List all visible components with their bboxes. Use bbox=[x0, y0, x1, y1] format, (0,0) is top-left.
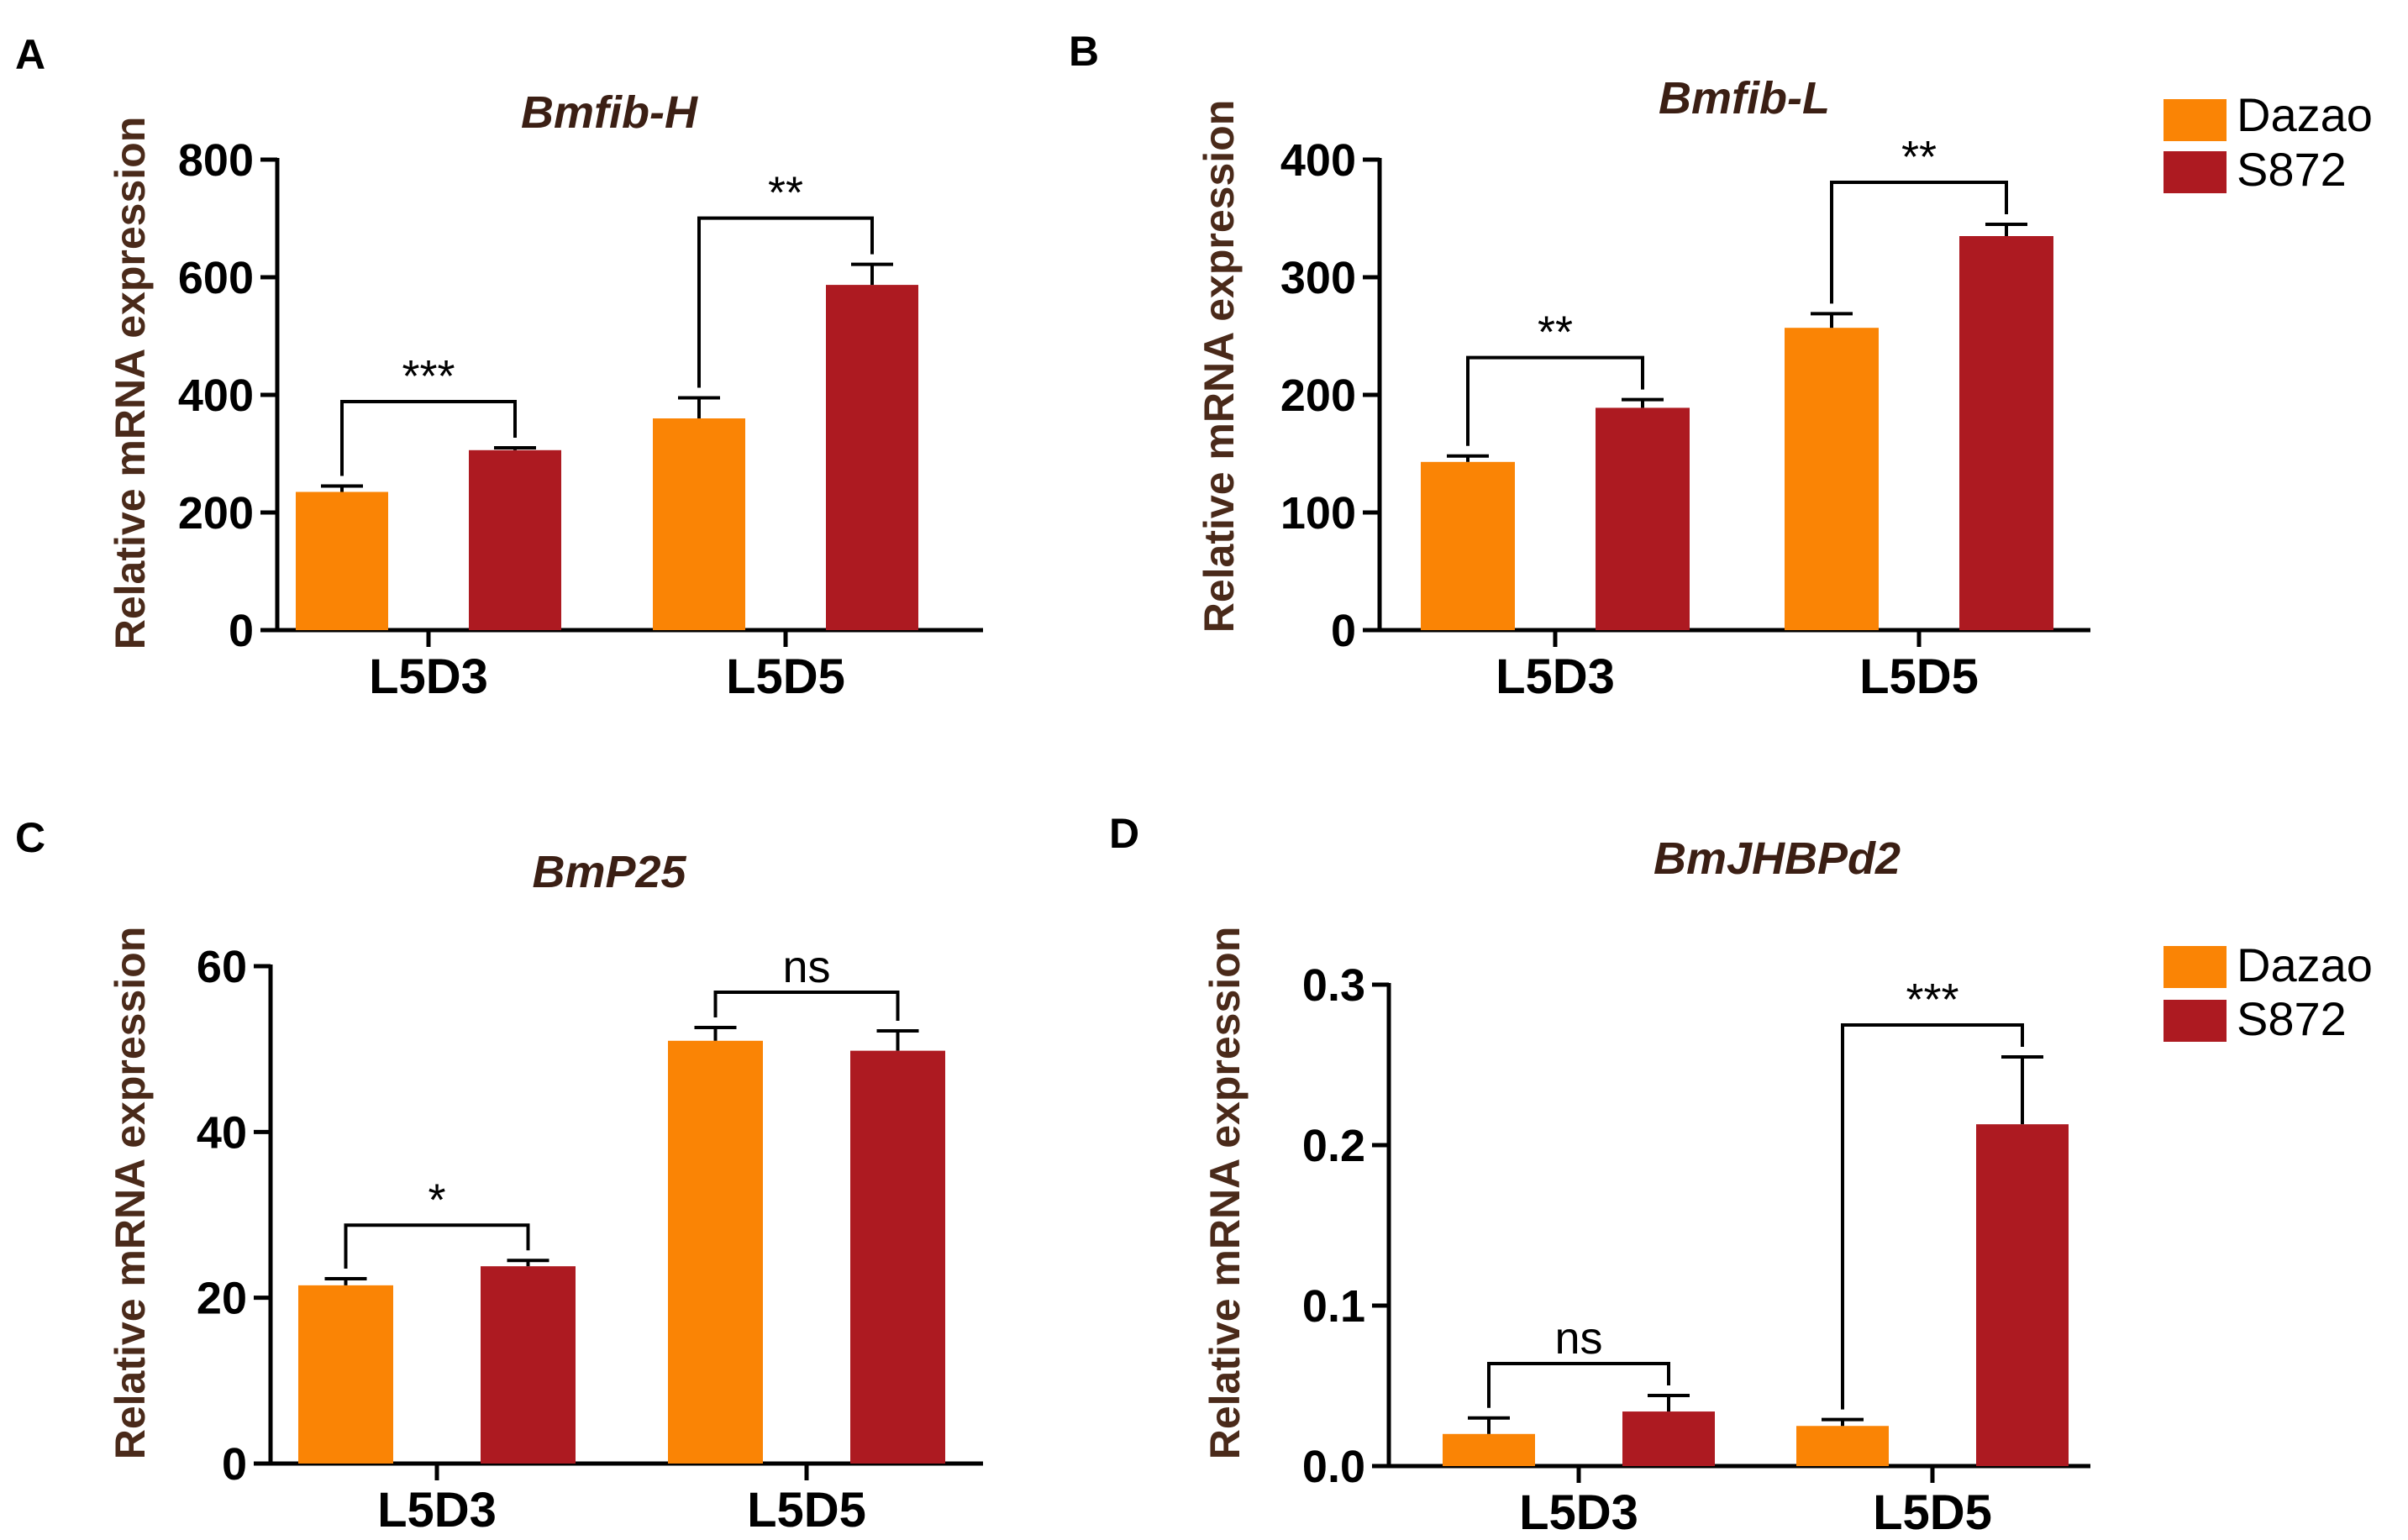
panel-d-x-tick-label: L5D3 bbox=[1519, 1485, 1638, 1540]
significance-label-d-l5d3: ns bbox=[1554, 1313, 1602, 1364]
bar-dazao-l5d3 bbox=[298, 1285, 393, 1464]
panel-c-y-tick-label: 40 bbox=[197, 1107, 247, 1158]
panel-c: C BmP25 Relative mRNA expression 0 20 40 60… bbox=[15, 814, 983, 1537]
legend-bottom-s872-swatch bbox=[2164, 1000, 2227, 1042]
legend-top-dazao-swatch bbox=[2164, 99, 2227, 141]
panel-a-title: Bmfib-H bbox=[521, 87, 698, 138]
bar-s872-l5d3 bbox=[481, 1266, 576, 1464]
panel-c-y-tick-label: 20 bbox=[197, 1274, 247, 1324]
panel-a-y-axis-label: Relative mRNA expression bbox=[107, 117, 154, 650]
panel-b-y-tick-label: 400 bbox=[1280, 135, 1356, 186]
panel-b-y-tick-label: 300 bbox=[1280, 253, 1356, 303]
bar-s872-l5d3 bbox=[1622, 1411, 1715, 1466]
panel-b-y-tick-label: 100 bbox=[1280, 488, 1356, 539]
bar-s872-l5d3 bbox=[1596, 407, 1690, 630]
panel-d-y-tick-label: 0.1 bbox=[1302, 1281, 1365, 1332]
panel-d-y-tick-label: 0.0 bbox=[1302, 1442, 1365, 1492]
panel-c-y-axis-label: Relative mRNA expression bbox=[107, 927, 154, 1460]
panel-a: A Bmfib-H Relative mRNA expression 0 200 4… bbox=[15, 31, 983, 704]
significance-bracket-d-l5d5 bbox=[1841, 1022, 2024, 1410]
significance-bracket-c-l5d3 bbox=[344, 1223, 530, 1269]
legend-bottom-dazao-swatch bbox=[2164, 946, 2227, 988]
significance-bracket-d-l5d3 bbox=[1487, 1361, 1670, 1408]
significance-bracket-a-l5d5 bbox=[697, 216, 874, 388]
bar-dazao-l5d3 bbox=[1443, 1433, 1535, 1466]
panel-c-x-tick-label: L5D3 bbox=[377, 1483, 497, 1537]
legend-top: Dazao S872 bbox=[2164, 88, 2373, 196]
bar-s872-l5d5 bbox=[1976, 1124, 2069, 1466]
panel-c-title: BmP25 bbox=[532, 847, 686, 897]
bar-s872-l5d5 bbox=[1959, 236, 2053, 630]
legend-top-dazao-label: Dazao bbox=[2237, 88, 2373, 141]
panel-a-y-tick-label: 0 bbox=[229, 606, 254, 656]
significance-bracket-b-l5d5 bbox=[1830, 181, 2008, 304]
panel-d-y-axis-label: Relative mRNA expression bbox=[1201, 927, 1249, 1460]
panel-b-y-tick-label: 200 bbox=[1280, 371, 1356, 421]
panel-c-letter: C bbox=[15, 814, 45, 861]
significance-bracket-c-l5d5 bbox=[713, 991, 900, 1021]
significance-label-b-l5d5: ** bbox=[1901, 132, 1937, 182]
panel-a-x-tick-label: L5D3 bbox=[369, 649, 488, 704]
panel-d-y-tick-label: 0.2 bbox=[1302, 1121, 1365, 1171]
panel-b-title: Bmfib-L bbox=[1659, 73, 1830, 124]
significance-label-d-l5d5: *** bbox=[1906, 975, 1958, 1025]
legend-top-s872-swatch bbox=[2164, 151, 2227, 193]
bar-dazao-l5d5 bbox=[668, 1040, 763, 1464]
legend-bottom: Dazao S872 bbox=[2164, 938, 2373, 1045]
significance-label-c-l5d5: ns bbox=[782, 942, 830, 992]
bar-dazao-l5d3 bbox=[296, 491, 388, 630]
panel-a-letter: A bbox=[15, 31, 45, 78]
bar-s872-l5d5 bbox=[826, 285, 918, 630]
panel-b-x-tick-label: L5D5 bbox=[1859, 649, 1979, 704]
bar-dazao-l5d5 bbox=[1785, 328, 1879, 630]
panel-a-y-tick-label: 200 bbox=[178, 488, 254, 539]
panel-b-y-tick-label: 0 bbox=[1331, 606, 1356, 656]
bar-dazao-l5d5 bbox=[1796, 1426, 1889, 1466]
panel-a-x-tick-label: L5D5 bbox=[726, 649, 845, 704]
panel-c-x-tick-label: L5D5 bbox=[747, 1483, 866, 1537]
legend-bottom-dazao-label: Dazao bbox=[2237, 938, 2373, 991]
legend-bottom-s872-label: S872 bbox=[2237, 992, 2347, 1045]
significance-label-b-l5d3: ** bbox=[1538, 307, 1573, 358]
significance-label-a-l5d5: ** bbox=[768, 168, 803, 218]
panel-a-y-tick-label: 400 bbox=[178, 371, 254, 421]
panel-d-x-tick-label: L5D5 bbox=[1873, 1485, 1992, 1540]
panel-d: D BmJHBPd2 Relative mRNA expression 0.0 0… bbox=[1109, 810, 2090, 1540]
bar-dazao-l5d3 bbox=[1421, 461, 1515, 630]
panel-a-y-tick-label: 800 bbox=[178, 135, 254, 186]
significance-label-c-l5d3: * bbox=[428, 1175, 445, 1225]
panel-a-y-tick-label: 600 bbox=[178, 253, 254, 303]
panel-b-x-tick-label: L5D3 bbox=[1496, 649, 1615, 704]
panel-d-title: BmJHBPd2 bbox=[1654, 833, 1901, 884]
panel-d-y-tick-label: 0.3 bbox=[1302, 960, 1365, 1011]
bar-s872-l5d5 bbox=[850, 1050, 945, 1464]
significance-label-a-l5d3: *** bbox=[402, 351, 455, 402]
panel-c-y-tick-label: 60 bbox=[197, 942, 247, 992]
panel-d-letter: D bbox=[1109, 810, 1139, 857]
panel-c-y-tick-label: 0 bbox=[222, 1439, 247, 1490]
bar-s872-l5d3 bbox=[469, 449, 561, 630]
bar-dazao-l5d5 bbox=[653, 418, 745, 630]
panel-b: B Bmfib-L Relative mRNA expression 0 100 2… bbox=[1069, 28, 2090, 704]
panel-b-letter: B bbox=[1069, 28, 1099, 75]
legend-top-s872-label: S872 bbox=[2237, 143, 2347, 196]
significance-bracket-b-l5d3 bbox=[1466, 355, 1644, 446]
significance-bracket-a-l5d3 bbox=[340, 400, 517, 476]
panel-b-y-axis-label: Relative mRNA expression bbox=[1196, 100, 1243, 633]
